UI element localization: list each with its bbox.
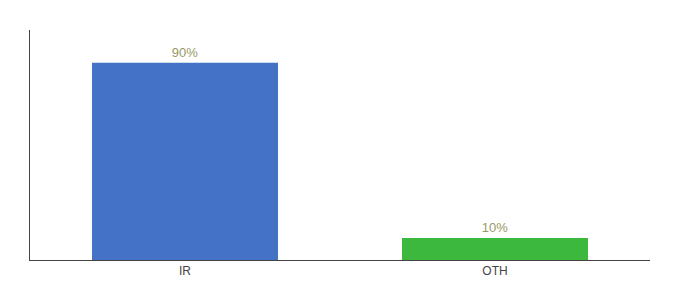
svg-text:OTH: OTH (482, 264, 507, 278)
svg-text:IR: IR (179, 264, 191, 278)
svg-text:90%: 90% (172, 45, 198, 60)
svg-text:10%: 10% (482, 220, 508, 235)
